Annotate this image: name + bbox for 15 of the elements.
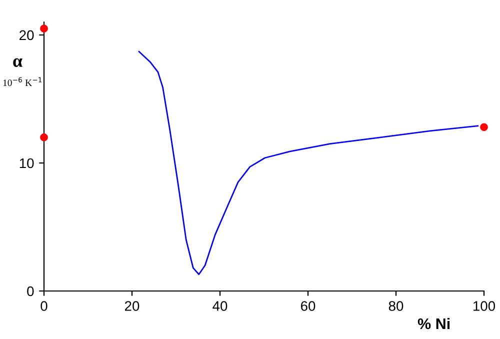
line-series [138,50,479,276]
x-tick-label: 20 [124,301,140,311]
point [480,123,488,132]
y-tick-label: 20 [20,30,34,40]
point [40,24,48,33]
x-axis-title: % Ni [418,318,450,330]
x-tick-label: 80 [388,301,404,311]
x-tick-label: 60 [300,301,316,311]
y-tick-label: 0 [27,286,34,296]
y-axis-title: α 10$^{−6}$ K$^{−1}$ [3,58,42,86]
point [40,133,48,142]
x-tick-label: 100 [473,301,496,311]
x-tick-label: 0 [40,301,48,311]
x-tick-label: 40 [212,301,228,311]
y-tick-label: 10 [20,158,34,168]
